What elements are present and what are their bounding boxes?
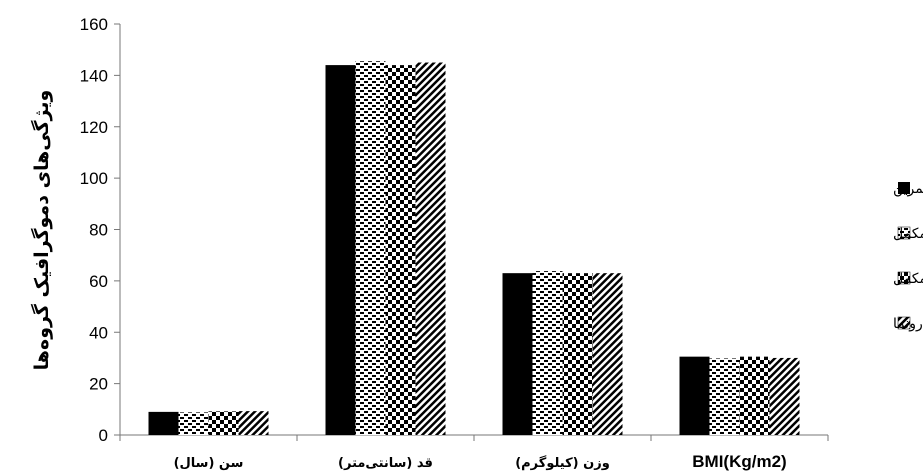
y-tick-label: 0 bbox=[99, 426, 108, 445]
legend-swatch bbox=[898, 182, 910, 194]
legend-label: مکمل bbox=[893, 226, 923, 242]
category-label: BMI(Kg/m2) bbox=[692, 452, 786, 471]
category-label: وزن (کیلوگرم) bbox=[515, 455, 610, 471]
bars bbox=[148, 61, 800, 435]
bar bbox=[355, 61, 386, 435]
y-tick-label: 120 bbox=[80, 118, 108, 137]
y-tick-label: 100 bbox=[80, 169, 108, 188]
legend-swatch bbox=[897, 226, 911, 240]
legend-label: دارونما bbox=[893, 316, 923, 332]
bar bbox=[532, 271, 563, 435]
y-axis-label: ویژگی‌های دموگرافیک گروه‌ها bbox=[30, 90, 53, 371]
y-tick-label: 140 bbox=[80, 66, 108, 85]
y-tick-label: 60 bbox=[89, 272, 108, 291]
y-tick-label: 80 bbox=[89, 221, 108, 240]
bar bbox=[415, 62, 446, 435]
y-ticks: 0 20 40 60 80 100 120 140 160 bbox=[80, 15, 120, 445]
legend-label: تمرین+مکمل bbox=[893, 271, 923, 287]
legend-label: تمرین bbox=[893, 181, 923, 197]
bar bbox=[739, 356, 770, 435]
bar bbox=[208, 411, 239, 435]
legend-swatch bbox=[897, 271, 911, 285]
category-label: قد (سانتی‌متر) bbox=[338, 456, 433, 471]
bar bbox=[178, 412, 209, 435]
category-label: سن (سال) bbox=[174, 456, 244, 471]
legend-swatch bbox=[897, 316, 911, 330]
legend: تمرین مکمل تمرین+مکمل دارونما bbox=[893, 181, 923, 332]
bar bbox=[562, 273, 593, 435]
y-tick-label: 160 bbox=[80, 15, 108, 34]
bar bbox=[769, 357, 800, 435]
bar bbox=[238, 411, 269, 435]
y-tick-label: 40 bbox=[89, 323, 108, 342]
bar bbox=[679, 356, 710, 435]
bar bbox=[325, 65, 356, 435]
bar bbox=[385, 65, 416, 435]
bar bbox=[709, 358, 740, 435]
category-labels: سن (سال) قد (سانتی‌متر) وزن (کیلوگرم) BMI(K… bbox=[174, 452, 787, 471]
bar bbox=[148, 411, 179, 435]
bar bbox=[502, 273, 533, 435]
bar bbox=[592, 273, 623, 435]
y-tick-label: 20 bbox=[89, 375, 108, 394]
